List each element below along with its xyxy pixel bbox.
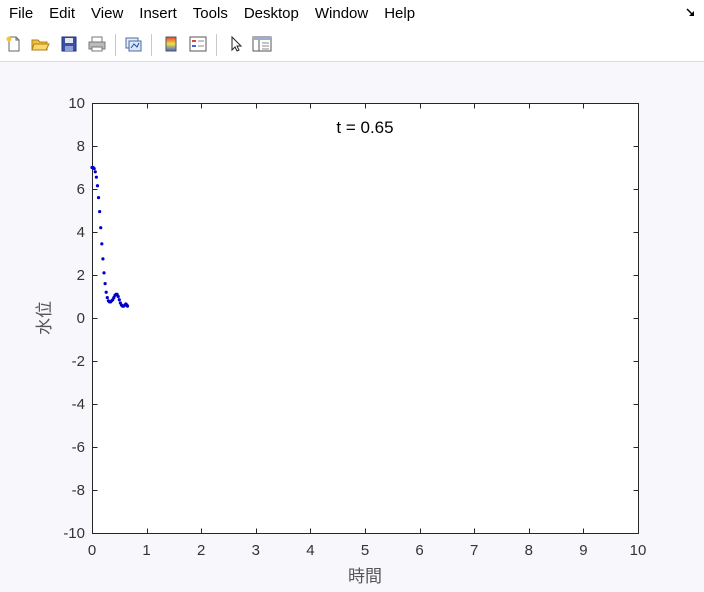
menu-window[interactable]: Window: [314, 5, 369, 22]
menu-desktop[interactable]: Desktop: [243, 5, 299, 22]
open-folder-icon[interactable]: [29, 33, 51, 55]
data-point: [103, 282, 107, 286]
axis-ticks: 0 1 2 3 4 5 6 7 8 9 10 10 8 6 4 2 0 -2 -4 -6 -8 -10: [63, 95, 646, 559]
print-icon[interactable]: [86, 33, 108, 55]
data-point: [94, 175, 98, 179]
data-point: [104, 290, 108, 294]
menu-view[interactable]: View: [91, 5, 124, 22]
y-tick-label: -8: [72, 482, 85, 499]
x-axis-label: 時間: [348, 567, 382, 587]
toolbar-separator: [115, 34, 116, 56]
y-tick-label: 4: [77, 224, 85, 241]
data-point: [101, 257, 105, 261]
y-tick-label: -10: [63, 525, 85, 542]
data-point: [95, 184, 100, 188]
data-point: [102, 271, 106, 275]
pointer-icon[interactable]: [225, 33, 247, 55]
y-tick-label: -4: [72, 396, 85, 413]
x-tick-label: 10: [630, 542, 647, 559]
property-editor-icon[interactable]: [251, 33, 273, 55]
toolbar-separator: [216, 34, 217, 56]
menu-file[interactable]: File: [9, 5, 34, 22]
menu-edit[interactable]: Edit: [49, 5, 76, 22]
y-tick-label: 2: [77, 267, 85, 284]
x-tick-label: 1: [142, 542, 150, 559]
y-tick-label: -2: [72, 353, 85, 370]
x-tick-label: 3: [252, 542, 260, 559]
y-tick-label: 0: [77, 310, 85, 327]
y-tick-label: -6: [72, 439, 85, 456]
data-point: [98, 209, 102, 214]
menu-help[interactable]: Help: [384, 5, 416, 22]
data-point: [116, 294, 120, 299]
data-point: [93, 170, 97, 174]
x-tick-label: 6: [415, 542, 423, 559]
data-point: [99, 226, 103, 230]
data-point: [92, 166, 96, 171]
dock-arrow-icon[interactable]: [686, 8, 696, 18]
menu-tools[interactable]: Tools: [192, 5, 228, 22]
axes-background: [92, 103, 638, 533]
data-point: [125, 304, 130, 308]
menu-insert[interactable]: Insert: [139, 5, 177, 22]
data-series: [90, 165, 130, 308]
new-figure-icon[interactable]: [3, 33, 25, 55]
toolbar: [0, 28, 704, 62]
colorbar-icon[interactable]: [160, 33, 182, 55]
x-tick-label: 7: [470, 542, 478, 559]
data-point: [117, 298, 121, 302]
figure-canvas: 0 1 2 3 4 5 6 7 8 9 10 10 8 6 4 2 0 -2 -4 -6 -8 -10 t = 0.65 …: [0, 62, 704, 592]
data-point: [100, 242, 104, 246]
x-tick-label: 0: [88, 542, 96, 559]
menu-bar: File Edit View Insert Tools Desktop Wind…: [0, 0, 704, 28]
y-axis-label: 水位: [35, 301, 55, 335]
data-point: [105, 295, 109, 300]
legend-icon[interactable]: [187, 33, 209, 55]
y-tick-label: 10: [68, 95, 85, 112]
chart-title: t = 0.65: [336, 118, 393, 137]
x-tick-label: 5: [361, 542, 369, 559]
save-icon[interactable]: [58, 33, 80, 55]
data-point: [96, 196, 101, 200]
x-tick-label: 4: [306, 542, 314, 559]
y-tick-label: 8: [77, 138, 85, 155]
y-tick-label: 6: [77, 181, 85, 198]
toolbar-separator: [151, 34, 152, 56]
x-tick-label: 9: [579, 542, 587, 559]
x-tick-label: 8: [525, 542, 533, 559]
link-plot-icon[interactable]: [122, 33, 144, 55]
x-tick-label: 2: [197, 542, 205, 559]
